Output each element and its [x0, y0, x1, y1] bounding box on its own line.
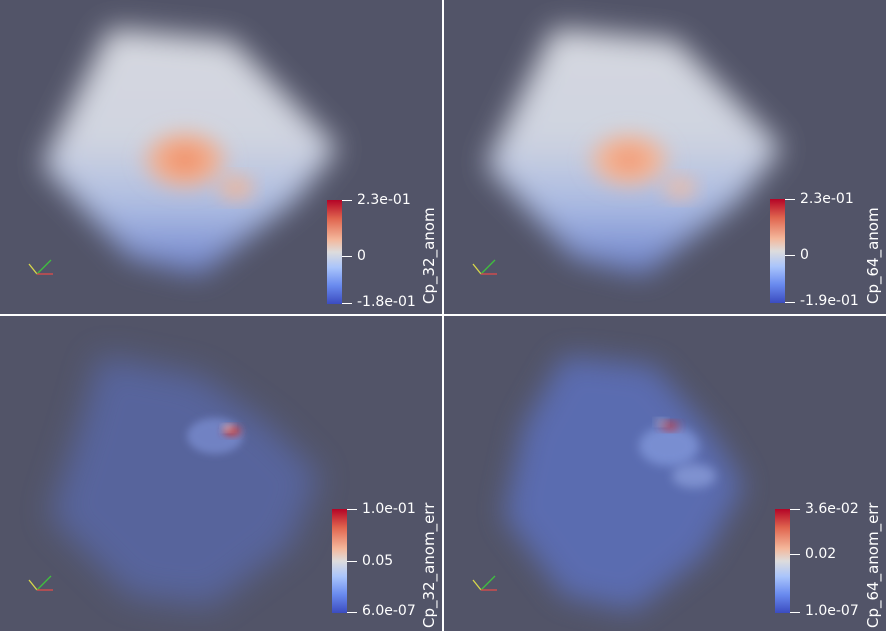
colorbar-max-label: 2.3e-01 — [357, 192, 411, 208]
colorbar-tick-mid — [342, 256, 352, 257]
axes-triad-icon — [28, 259, 53, 275]
colorbar-gradient — [327, 200, 342, 304]
volume-render-cp-32-anom-err[interactable] — [0, 316, 442, 631]
axes-triad-icon — [472, 259, 497, 275]
axes-triad-icon — [472, 575, 497, 591]
colorbar-min-label: 1.0e-07 — [805, 603, 859, 619]
colorbar-cp-32-anom-err: 1.0e-01 0.05 6.0e-07 — [332, 501, 442, 625]
render-view-top-left[interactable]: 2.3e-01 0 -1.8e-01 Cp_32_anom — [0, 0, 442, 314]
colorbar-tick-mid — [347, 561, 357, 562]
volume-render-cp-64-anom[interactable] — [444, 0, 886, 314]
colorbar-max-label: 1.0e-01 — [362, 501, 416, 517]
colorbar-title: Cp_64_anom_err — [864, 502, 882, 628]
render-view-top-right[interactable]: 2.3e-01 0 -1.9e-01 Cp_64_anom — [444, 0, 886, 314]
render-view-bottom-right[interactable]: 3.6e-02 0.02 1.0e-07 Cp_64_anom_err — [444, 316, 886, 631]
colorbar-max-label: 3.6e-02 — [805, 501, 859, 517]
colorbar-gradient — [775, 509, 790, 613]
axes-triad-icon — [28, 575, 53, 591]
colorbar-mid-label: 0 — [357, 248, 366, 264]
colorbar-mid-label: 0.05 — [362, 553, 394, 569]
colorbar-tick-max — [342, 200, 352, 201]
colorbar-tick-max — [790, 509, 800, 510]
colorbar-tick-max — [785, 199, 795, 200]
colorbar-tick-mid — [785, 255, 795, 256]
render-view-bottom-left[interactable]: 1.0e-01 0.05 6.0e-07 Cp_32_anom_err — [0, 316, 442, 631]
colorbar-min-label: -1.9e-01 — [800, 293, 859, 309]
colorbar-mid-label: 0 — [800, 247, 809, 263]
colorbar-tick-max — [347, 509, 357, 510]
colorbar-cp-32-anom: 2.3e-01 0 -1.8e-01 — [327, 192, 442, 314]
colorbar-title: Cp_32_anom_err — [420, 502, 438, 628]
colorbar-cp-64-anom: 2.3e-01 0 -1.9e-01 — [770, 191, 886, 314]
colorbar-min-label: -1.8e-01 — [357, 294, 416, 310]
colorbar-mid-label: 0.02 — [805, 546, 837, 562]
colorbar-cp-64-anom-err: 3.6e-02 0.02 1.0e-07 — [775, 501, 886, 625]
colorbar-gradient — [332, 509, 347, 613]
colorbar-tick-min — [347, 612, 357, 613]
volume-render-cp-64-anom-err[interactable] — [444, 316, 886, 631]
colorbar-title: Cp_32_anom — [420, 207, 438, 304]
colorbar-gradient — [770, 199, 785, 303]
colorbar-min-label: 6.0e-07 — [362, 603, 416, 619]
colorbar-title: Cp_64_anom — [864, 207, 882, 304]
colorbar-tick-min — [342, 303, 352, 304]
colorbar-tick-mid — [790, 554, 800, 555]
colorbar-max-label: 2.3e-01 — [800, 191, 854, 207]
colorbar-tick-min — [790, 612, 800, 613]
colorbar-tick-min — [785, 302, 795, 303]
volume-render-cp-32-anom[interactable] — [0, 0, 442, 314]
